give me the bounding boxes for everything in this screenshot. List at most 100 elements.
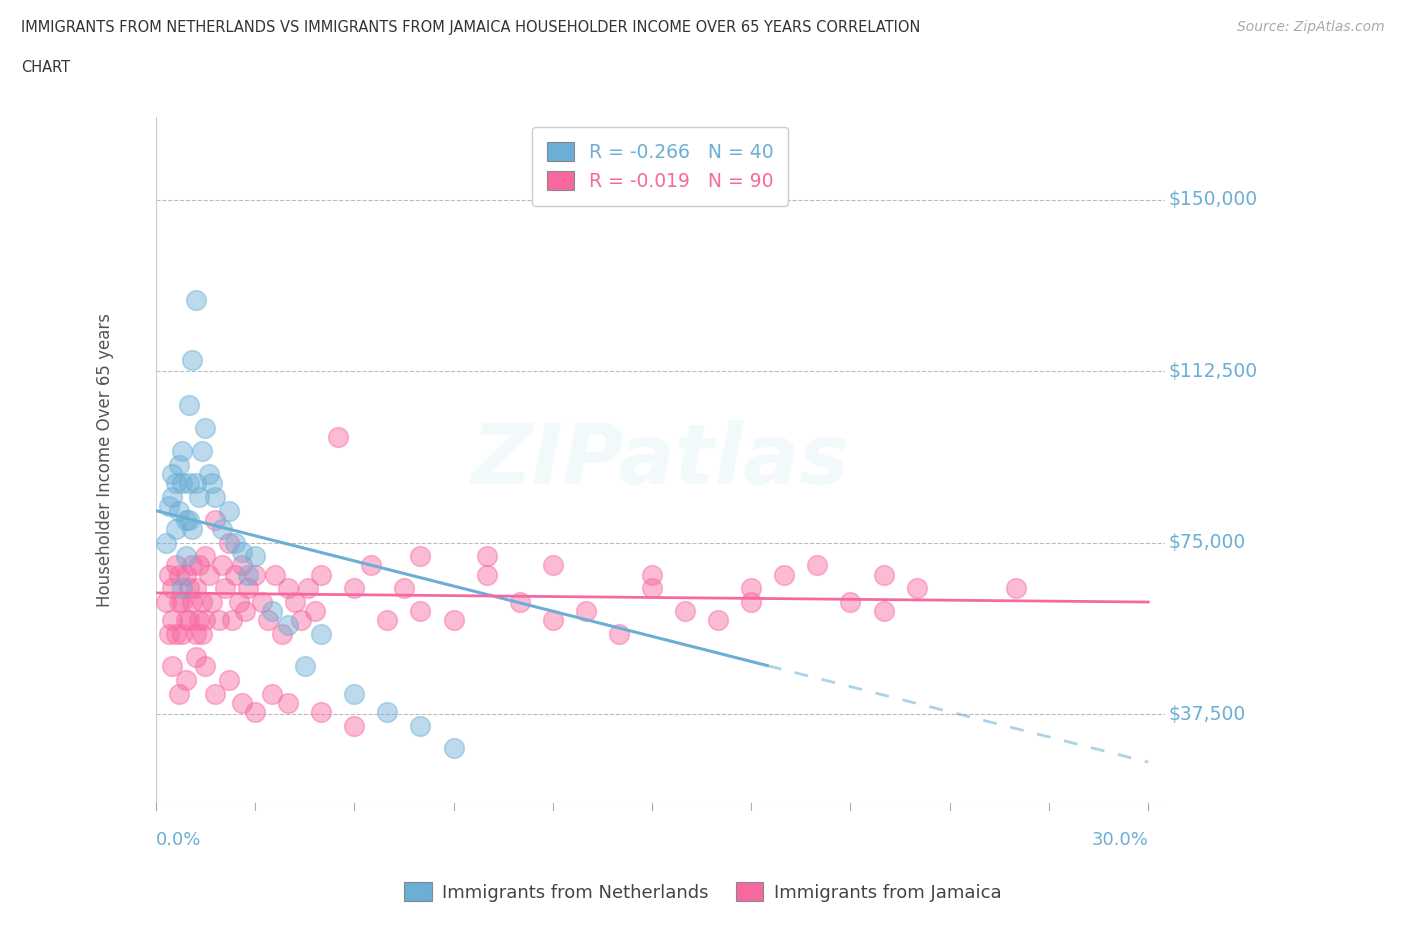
- Point: [392, 581, 415, 596]
- Point: [174, 672, 197, 687]
- Point: [228, 594, 250, 609]
- Text: 0.0%: 0.0%: [156, 830, 201, 849]
- Point: [214, 581, 236, 596]
- Text: $75,000: $75,000: [1168, 533, 1246, 552]
- Point: [177, 613, 200, 628]
- Point: [284, 594, 307, 609]
- Point: [243, 704, 266, 719]
- Point: [181, 558, 204, 573]
- Point: [191, 594, 214, 609]
- Point: [177, 581, 200, 596]
- Point: [443, 613, 465, 628]
- Point: [270, 627, 292, 642]
- Point: [172, 476, 194, 491]
- Point: [277, 696, 299, 711]
- Point: [839, 594, 862, 609]
- Point: [177, 476, 200, 491]
- Point: [740, 581, 762, 596]
- Text: $150,000: $150,000: [1168, 190, 1257, 209]
- Point: [184, 293, 207, 308]
- Text: IMMIGRANTS FROM NETHERLANDS VS IMMIGRANTS FROM JAMAICA HOUSEHOLDER INCOME OVER 6: IMMIGRANTS FROM NETHERLANDS VS IMMIGRANT…: [21, 20, 921, 35]
- Point: [294, 658, 316, 673]
- Point: [707, 613, 730, 628]
- Point: [162, 613, 184, 628]
- Point: [231, 544, 253, 559]
- Text: Householder Income Over 65 years: Householder Income Over 65 years: [97, 313, 114, 607]
- Point: [250, 594, 273, 609]
- Point: [162, 581, 184, 596]
- Point: [641, 581, 664, 596]
- Point: [155, 535, 177, 550]
- Point: [231, 558, 253, 573]
- Point: [187, 489, 209, 504]
- Point: [806, 558, 828, 573]
- Point: [197, 467, 219, 482]
- Point: [204, 686, 226, 701]
- Point: [409, 604, 432, 618]
- Point: [309, 704, 332, 719]
- Point: [509, 594, 531, 609]
- Point: [360, 558, 382, 573]
- Point: [172, 444, 194, 458]
- Point: [409, 549, 432, 564]
- Legend: Immigrants from Netherlands, Immigrants from Jamaica: Immigrants from Netherlands, Immigrants …: [398, 875, 1008, 909]
- Legend: R = -0.266   N = 40, R = -0.019   N = 90: R = -0.266 N = 40, R = -0.019 N = 90: [533, 126, 789, 206]
- Text: Source: ZipAtlas.com: Source: ZipAtlas.com: [1237, 20, 1385, 34]
- Point: [177, 398, 200, 413]
- Point: [162, 467, 184, 482]
- Point: [174, 567, 197, 582]
- Point: [260, 686, 283, 701]
- Point: [187, 613, 209, 628]
- Point: [204, 489, 226, 504]
- Point: [208, 613, 231, 628]
- Point: [243, 549, 266, 564]
- Point: [872, 604, 894, 618]
- Point: [184, 627, 207, 642]
- Point: [1005, 581, 1028, 596]
- Point: [264, 567, 287, 582]
- Point: [167, 567, 190, 582]
- Point: [177, 512, 200, 527]
- Point: [174, 549, 197, 564]
- Text: ZIPatlas: ZIPatlas: [471, 419, 849, 500]
- Point: [165, 627, 187, 642]
- Point: [541, 558, 564, 573]
- Point: [204, 512, 226, 527]
- Point: [184, 581, 207, 596]
- Point: [238, 581, 260, 596]
- Text: CHART: CHART: [21, 60, 70, 75]
- Point: [201, 594, 224, 609]
- Point: [181, 522, 204, 537]
- Point: [191, 444, 214, 458]
- Point: [172, 594, 194, 609]
- Point: [673, 604, 696, 618]
- Point: [167, 458, 190, 472]
- Point: [773, 567, 796, 582]
- Point: [201, 476, 224, 491]
- Point: [174, 512, 197, 527]
- Point: [607, 627, 630, 642]
- Point: [165, 558, 187, 573]
- Point: [541, 613, 564, 628]
- Point: [167, 686, 190, 701]
- Point: [218, 535, 240, 550]
- Point: [575, 604, 598, 618]
- Point: [297, 581, 319, 596]
- Point: [155, 594, 177, 609]
- Point: [343, 581, 366, 596]
- Point: [167, 594, 190, 609]
- Point: [162, 489, 184, 504]
- Point: [326, 430, 349, 445]
- Point: [257, 613, 280, 628]
- Point: [475, 567, 498, 582]
- Point: [218, 503, 240, 518]
- Text: 30.0%: 30.0%: [1091, 830, 1149, 849]
- Point: [184, 649, 207, 664]
- Point: [443, 741, 465, 756]
- Point: [231, 696, 253, 711]
- Point: [224, 535, 246, 550]
- Point: [224, 567, 246, 582]
- Point: [174, 613, 197, 628]
- Point: [197, 567, 219, 582]
- Point: [872, 567, 894, 582]
